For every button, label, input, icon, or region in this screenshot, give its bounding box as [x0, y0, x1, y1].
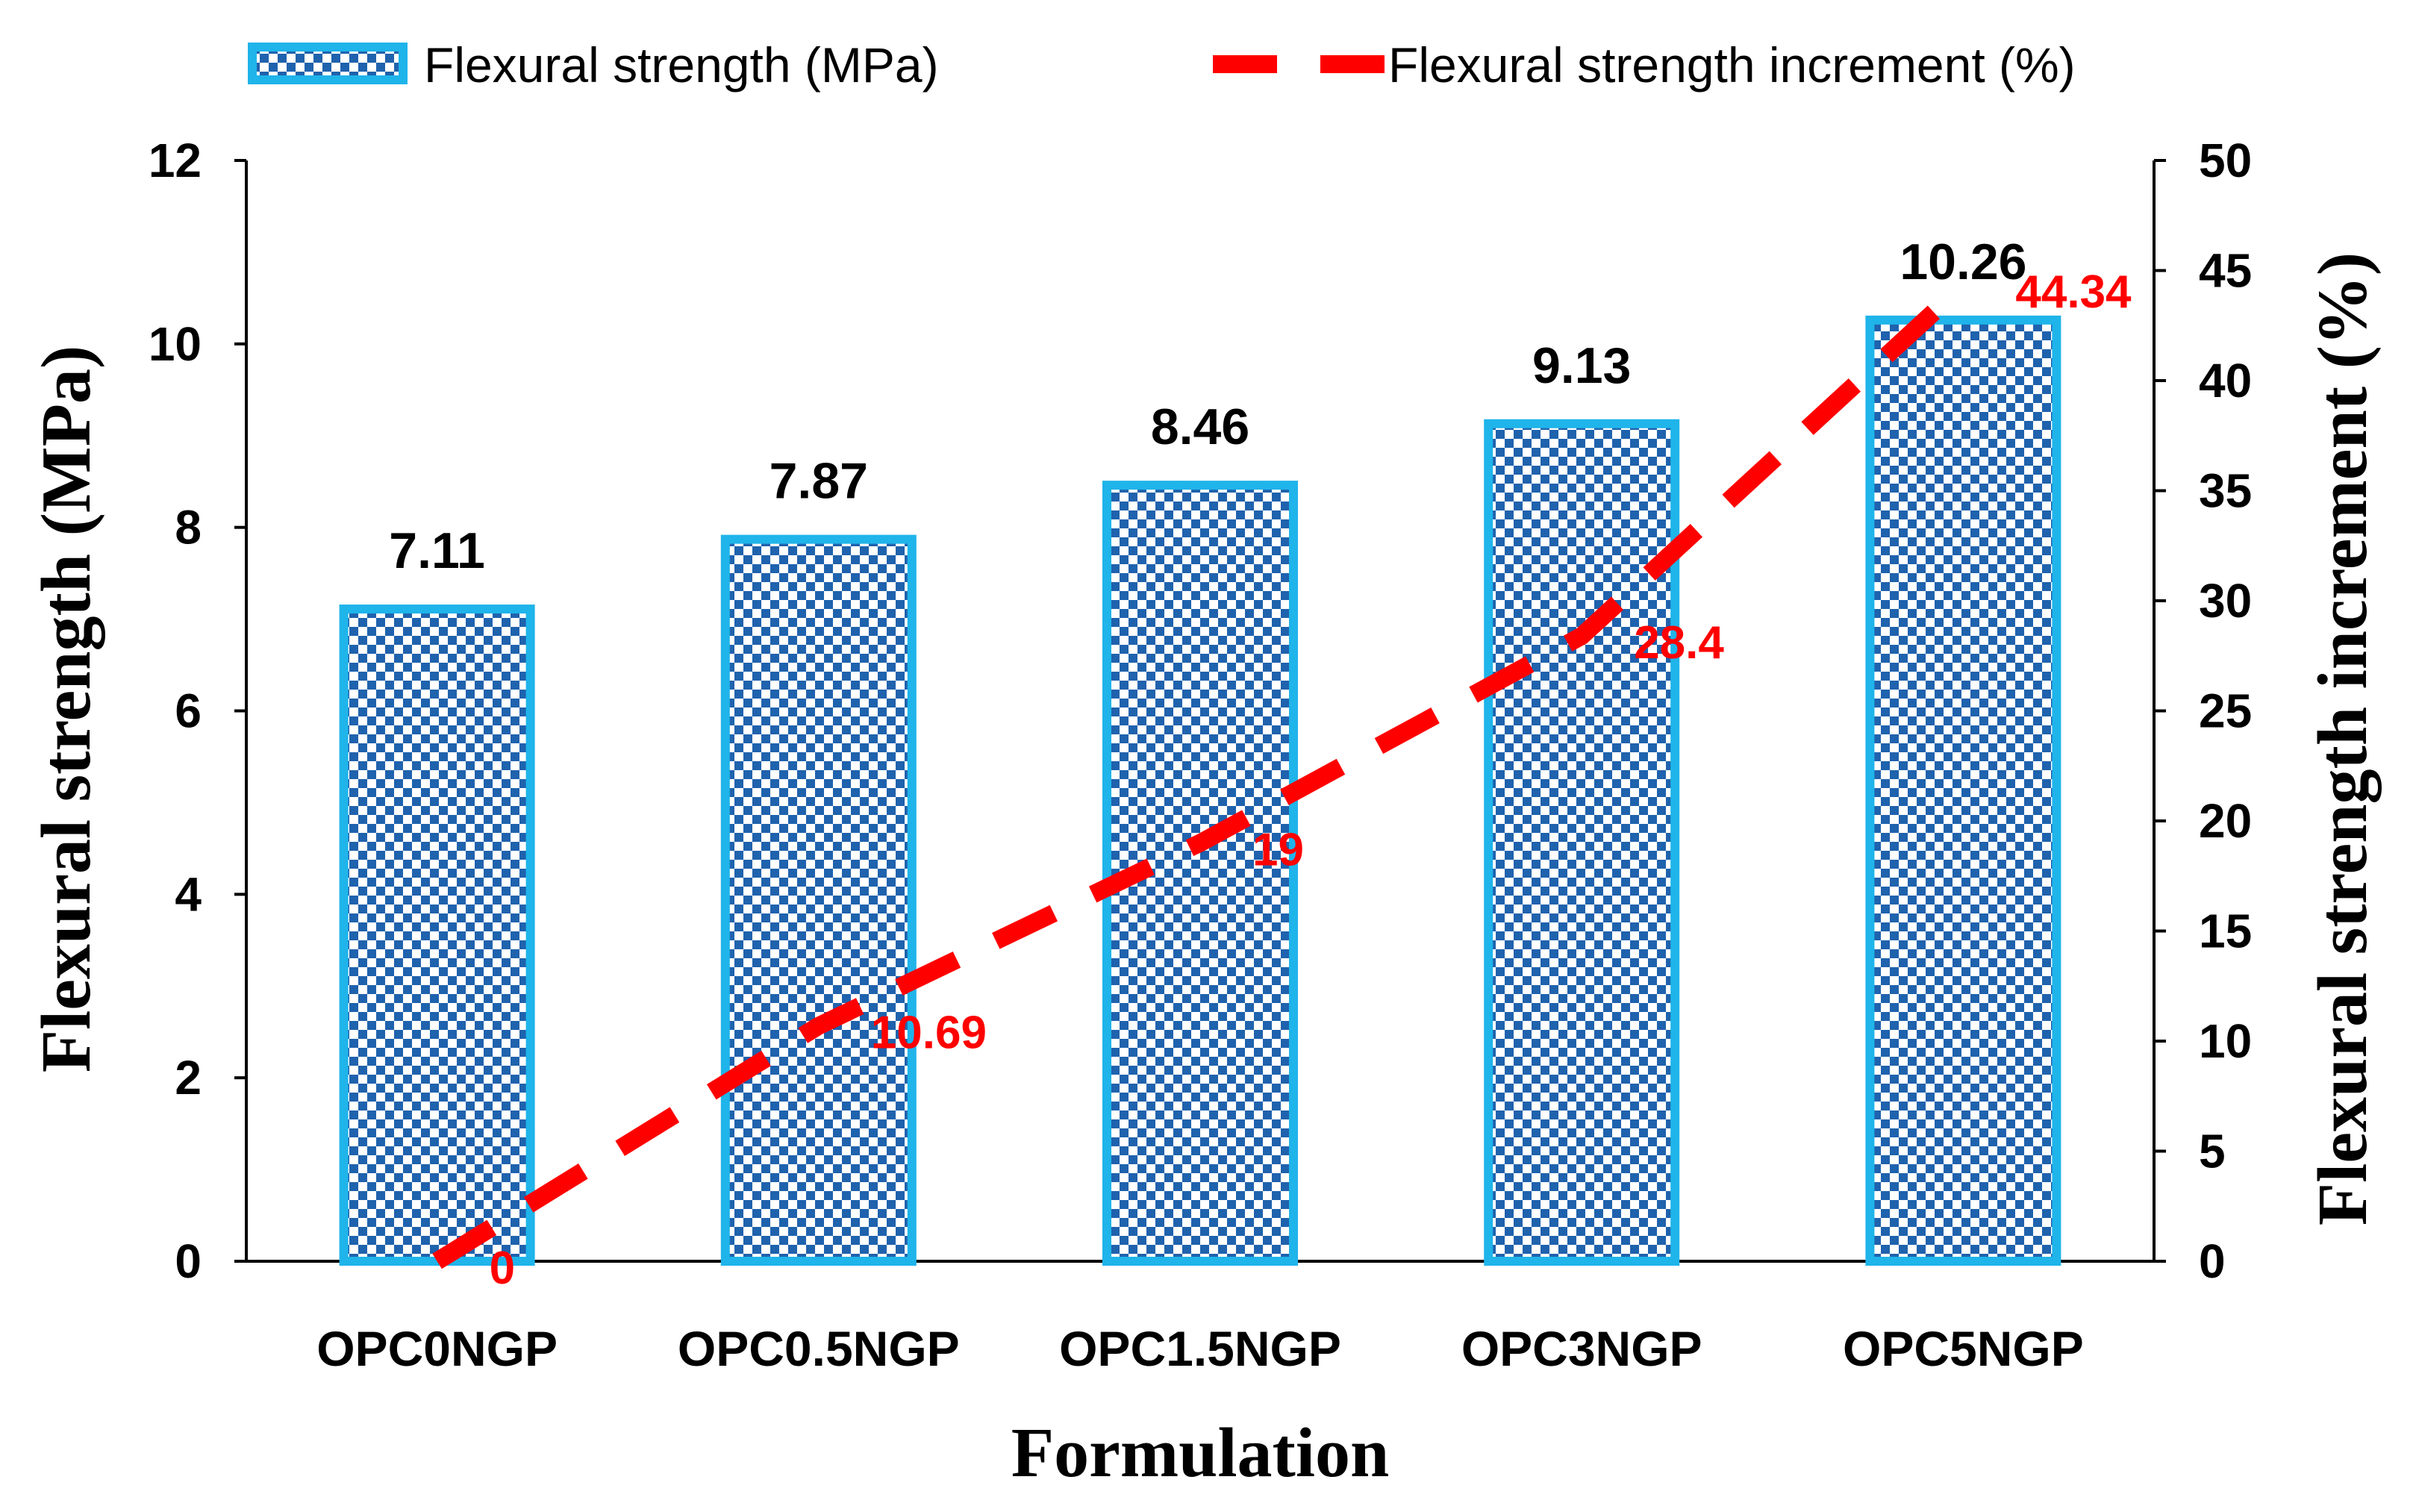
legend: Flexural strength (MPa) Flexural strengt…	[248, 37, 2076, 93]
left-tick-label: 12	[149, 134, 202, 187]
bar-data-label: 7.11	[389, 522, 485, 579]
line-data-label: 10.69	[871, 1008, 987, 1059]
line-data-labels: 0 10.69 19 28.4 44.34	[490, 266, 2132, 1294]
left-tick-label: 4	[175, 867, 202, 921]
left-y-axis-title: Flexural strength (MPa)	[28, 346, 105, 1073]
bar	[1865, 315, 2061, 1266]
right-tick-label: 10	[2199, 1014, 2252, 1068]
line-data-label: 19	[1252, 825, 1304, 876]
bar-data-label: 7.87	[770, 453, 868, 510]
bar-data-label: 8.46	[1151, 399, 1249, 455]
right-tick-label: 30	[2199, 574, 2252, 628]
right-tick-label: 15	[2199, 905, 2252, 958]
right-tick-label: 45	[2199, 244, 2252, 298]
right-tick-label: 40	[2199, 354, 2252, 407]
right-tick-label: 20	[2199, 794, 2252, 848]
left-tick-label: 0	[175, 1234, 202, 1288]
left-tick-label: 6	[175, 684, 202, 738]
increment-line-layer	[432, 278, 1970, 1269]
left-tick-label: 10	[149, 317, 202, 371]
bar	[339, 605, 535, 1266]
x-axis: OPC0NGP OPC0.5NGP OPC1.5NGP OPC3NGP OPC5NGP	[246, 1260, 2154, 1376]
bar	[1484, 419, 1680, 1266]
bar-data-label: 9.13	[1532, 337, 1631, 394]
right-tick-label: 25	[2199, 684, 2252, 738]
x-tick-label: OPC0.5NGP	[678, 1321, 960, 1376]
bars	[339, 315, 2061, 1266]
left-y-axis: 0 2 4 6 8 10 12	[149, 134, 248, 1288]
bar-data-label: 10.26	[1900, 234, 2026, 290]
right-tick-label: 50	[2199, 134, 2252, 187]
right-y-axis: 0 5 10 15 20 25 30 35 40 45 50	[2153, 134, 2252, 1288]
line-data-label: 44.34	[2015, 266, 2132, 318]
right-tick-label: 0	[2199, 1234, 2226, 1288]
legend-label-bar: Flexural strength (MPa)	[424, 37, 939, 93]
bar-data-labels: 7.11 7.87 8.46 9.13 10.26	[389, 234, 2026, 579]
x-tick-label: OPC5NGP	[1843, 1321, 2084, 1376]
bar	[1102, 481, 1298, 1266]
left-tick-label: 8	[175, 501, 202, 554]
left-tick-label: 2	[175, 1051, 202, 1105]
legend-swatch-bar	[248, 43, 408, 84]
right-tick-label: 5	[2199, 1125, 2226, 1178]
right-tick-label: 35	[2199, 464, 2252, 518]
legend-label-line: Flexural strength increment (%)	[1388, 37, 2076, 93]
x-tick-label: OPC0NGP	[316, 1321, 558, 1376]
line-data-label: 0	[490, 1243, 515, 1294]
x-tick-label: OPC1.5NGP	[1059, 1321, 1341, 1376]
bar	[720, 534, 917, 1266]
line-data-label: 28.4	[1634, 617, 1724, 669]
right-y-axis-title: Flexural strength increment (%)	[2304, 252, 2382, 1225]
x-tick-label: OPC3NGP	[1461, 1321, 1702, 1376]
x-axis-title: Formulation	[1011, 1414, 1390, 1492]
